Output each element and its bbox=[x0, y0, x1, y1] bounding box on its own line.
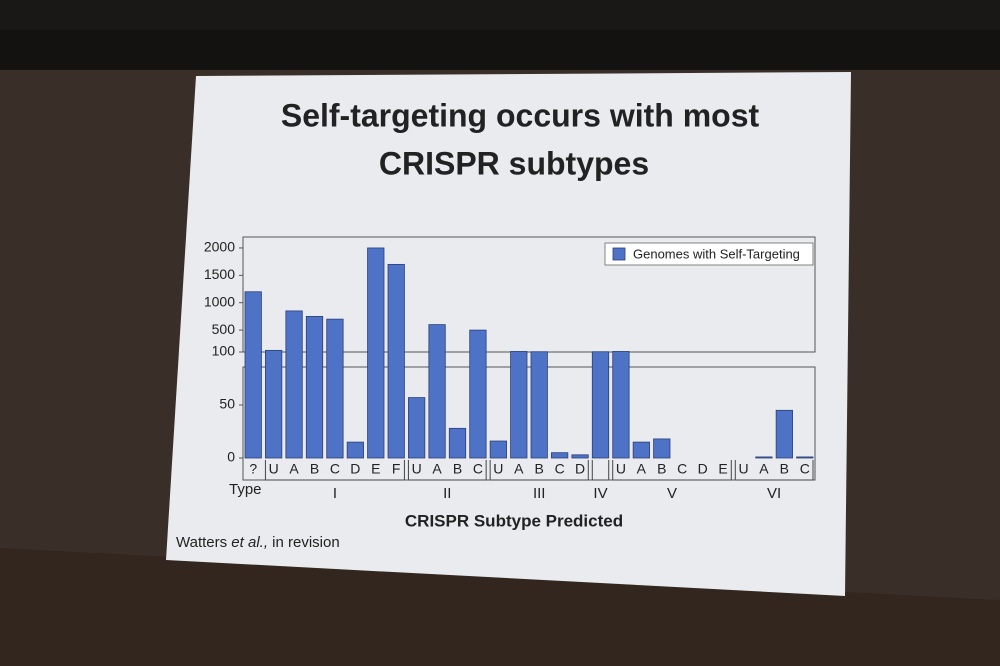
x-tick-label: C bbox=[677, 461, 687, 477]
group-label: V bbox=[667, 485, 677, 502]
bar bbox=[796, 456, 814, 459]
y-tick-label: 2000 bbox=[204, 239, 235, 255]
y-tick-label: 100 bbox=[212, 343, 236, 359]
y-tick-label: 1500 bbox=[204, 266, 235, 282]
y-tick-label: 0 bbox=[227, 449, 235, 465]
group-label: III bbox=[533, 485, 546, 502]
bar bbox=[326, 318, 344, 459]
citation-author: Watters bbox=[176, 534, 227, 551]
x-tick-label: F bbox=[392, 461, 401, 477]
legend-label: Genomes with Self-Targeting bbox=[633, 246, 800, 261]
bar bbox=[612, 351, 630, 459]
x-axis-label: CRISPR Subtype Predicted bbox=[405, 511, 623, 530]
group-label: I bbox=[333, 485, 337, 502]
upper-panel bbox=[242, 236, 816, 353]
x-tick-label: C bbox=[330, 461, 340, 477]
slide-title: CRISPR subtypes bbox=[379, 145, 649, 181]
bar bbox=[571, 454, 589, 459]
legend-swatch bbox=[612, 247, 626, 261]
x-tick-label: E bbox=[718, 461, 727, 477]
group-label: IV bbox=[593, 485, 607, 502]
group-bracket bbox=[489, 460, 589, 481]
bar bbox=[305, 316, 324, 459]
x-tick-label: A bbox=[514, 461, 524, 477]
x-tick-label: U bbox=[493, 461, 503, 477]
slide-title: Self-targeting occurs with most bbox=[281, 97, 760, 133]
slide bbox=[166, 72, 851, 596]
x-tick-label: C bbox=[555, 461, 565, 477]
group-bracket bbox=[612, 460, 732, 481]
y-tick-label: 500 bbox=[212, 321, 236, 337]
x-tick-label: A bbox=[289, 461, 299, 477]
bar bbox=[510, 351, 528, 459]
bar bbox=[530, 351, 548, 459]
x-tick-label: C bbox=[800, 461, 810, 477]
bar bbox=[653, 438, 671, 459]
x-tick-label: U bbox=[738, 461, 748, 477]
bar bbox=[591, 351, 610, 459]
group-bracket bbox=[591, 460, 610, 481]
bar bbox=[346, 441, 364, 459]
bar bbox=[367, 247, 385, 459]
x-tick-label: B bbox=[310, 461, 319, 477]
x-tick-label: U bbox=[412, 461, 422, 477]
x-tick-label: B bbox=[657, 461, 666, 477]
floor-shadow bbox=[0, 548, 1000, 666]
x-tick-label: E bbox=[371, 461, 380, 477]
legend-box bbox=[604, 242, 814, 266]
x-tick-label: D bbox=[575, 461, 585, 477]
x-tick-label: A bbox=[637, 461, 647, 477]
citation-rest: in revision bbox=[272, 534, 340, 551]
bar bbox=[755, 456, 773, 459]
bar bbox=[265, 349, 283, 459]
group-label: VI bbox=[767, 485, 781, 502]
x-tick-label: B bbox=[780, 461, 789, 477]
x-tick-label: A bbox=[432, 461, 442, 477]
x-tick-label: B bbox=[453, 461, 462, 477]
bar bbox=[285, 310, 303, 459]
x-tick-label: U bbox=[616, 461, 626, 477]
group-bracket bbox=[264, 460, 405, 481]
bar bbox=[775, 409, 793, 459]
screen-top bbox=[0, 30, 1000, 70]
bar bbox=[387, 263, 405, 459]
bar bbox=[489, 440, 507, 459]
x-tick-label: U bbox=[269, 461, 279, 477]
bar bbox=[469, 329, 487, 459]
group-bracket bbox=[734, 460, 814, 481]
bar bbox=[408, 397, 426, 459]
x-tick-label: D bbox=[350, 461, 360, 477]
citation: Watters et al., in revision bbox=[176, 534, 340, 551]
bar bbox=[632, 441, 650, 459]
y-tick-label: 50 bbox=[219, 396, 235, 412]
x-tick-label: B bbox=[535, 461, 544, 477]
x-tick-label: C bbox=[473, 461, 483, 477]
group-bracket bbox=[407, 460, 487, 481]
y-tick-label: 1000 bbox=[204, 293, 235, 309]
x-tick-label: D bbox=[698, 461, 708, 477]
group-axis-label: Type bbox=[229, 481, 262, 498]
bar bbox=[551, 452, 569, 459]
ceiling bbox=[0, 0, 1000, 30]
bar bbox=[448, 427, 467, 459]
group-label: II bbox=[443, 485, 451, 502]
bar bbox=[428, 324, 446, 459]
x-tick-label: A bbox=[759, 461, 769, 477]
citation-etal: et al., bbox=[231, 534, 268, 551]
x-tick-label: ? bbox=[249, 461, 257, 477]
bar bbox=[244, 291, 262, 459]
